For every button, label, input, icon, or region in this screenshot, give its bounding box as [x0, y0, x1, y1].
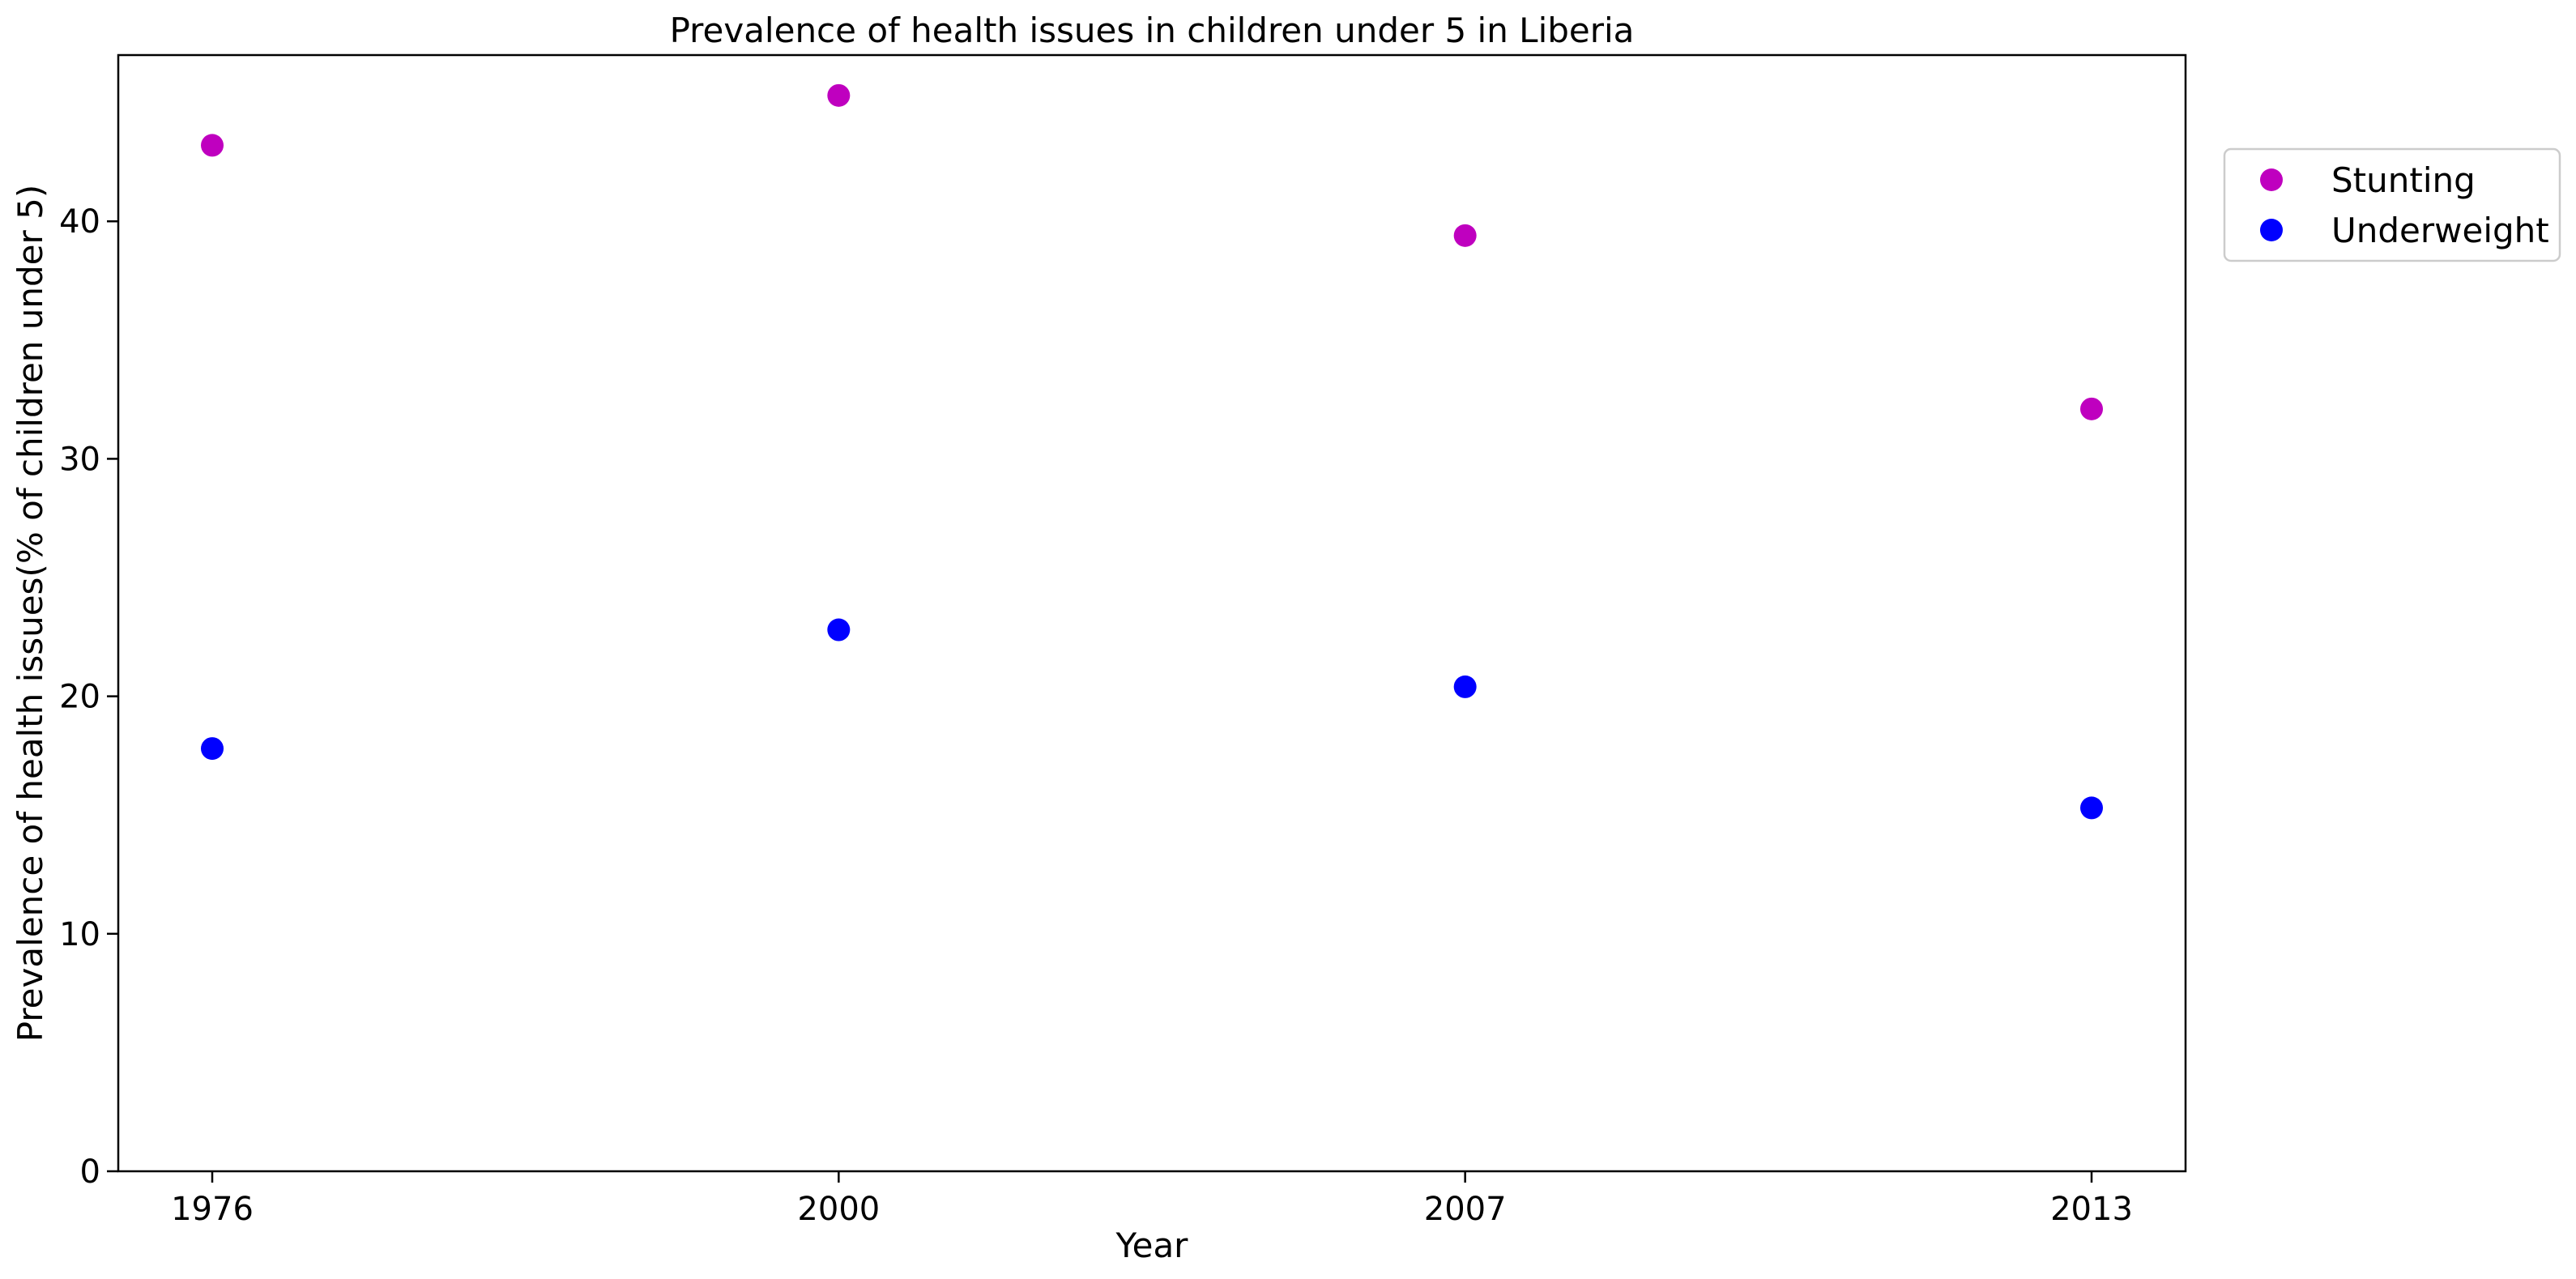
plot-area [117, 53, 2187, 1173]
underweight-point [1453, 675, 1477, 698]
chart-title: Prevalence of health issues in children … [670, 11, 1635, 50]
x-axis-label: Year [1115, 1226, 1189, 1265]
data-points [201, 83, 2103, 820]
y-tick-label: 40 [59, 203, 100, 241]
y-tick-label: 0 [80, 1153, 100, 1191]
x-axis: 1976 2000 2007 2013 [171, 1171, 2133, 1228]
legend-label-underweight: Underweight [2331, 211, 2549, 250]
x-tick-label: 2013 [2050, 1191, 2133, 1228]
x-tick-label: 1976 [171, 1191, 254, 1228]
underweight-point [827, 618, 851, 642]
y-axis-label: Prevalence of health issues(% of childre… [11, 185, 50, 1042]
underweight-point [201, 737, 224, 761]
stunting-point [2080, 397, 2103, 420]
y-tick-label: 20 [59, 679, 100, 716]
legend-box [2223, 147, 2561, 262]
y-tick-label: 30 [59, 441, 100, 478]
x-tick-label: 2007 [1424, 1191, 1507, 1228]
legend: Stunting Underweight [2223, 147, 2561, 262]
legend-label-stunting: Stunting [2331, 160, 2476, 200]
underweight-point [2080, 796, 2103, 820]
y-axis: 0 10 20 30 40 [59, 203, 118, 1191]
stunting-point [1453, 224, 1477, 247]
stunting-point [201, 134, 224, 157]
y-tick-label: 10 [59, 916, 100, 953]
legend-marker-stunting [2260, 168, 2283, 191]
x-tick-label: 2000 [797, 1191, 880, 1228]
stunting-point [827, 83, 851, 107]
legend-marker-underweight [2260, 219, 2283, 241]
